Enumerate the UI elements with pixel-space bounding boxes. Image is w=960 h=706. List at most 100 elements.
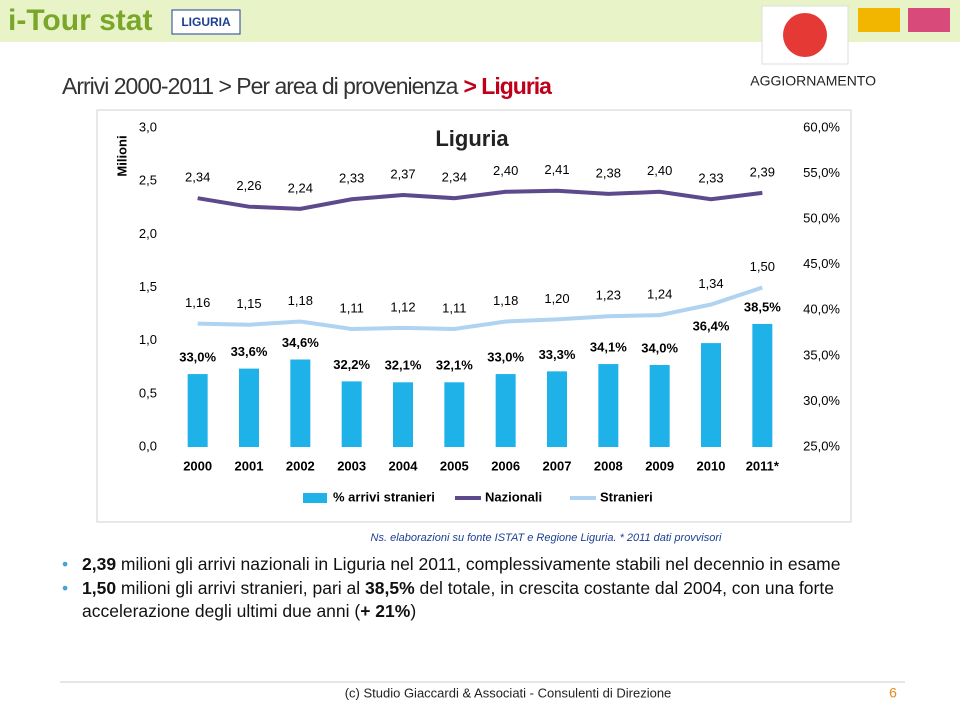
x-tick-label: 2004: [389, 458, 419, 473]
title-highlight: > Liguria: [463, 73, 552, 99]
y-tick-label: 3,0: [139, 119, 157, 134]
x-tick-label: 2006: [491, 458, 520, 473]
region-logo-box: [171, 9, 241, 35]
y2-tick-label: 40,0%: [803, 302, 840, 317]
bullet-text: ): [410, 601, 417, 621]
data-label: 1,18: [493, 293, 518, 308]
x-tick-label: 2001: [235, 458, 264, 473]
bar: [649, 364, 670, 447]
chart-frame: [96, 109, 852, 523]
y2-tick-label: 60,0%: [803, 119, 840, 134]
data-label: 1,20: [544, 291, 569, 306]
bar: [598, 364, 619, 447]
data-label: 34,6%: [282, 335, 319, 350]
data-label: 2,34: [185, 170, 210, 185]
y-tick-label: 1,0: [139, 332, 157, 347]
data-label: 1,24: [647, 287, 672, 302]
page-number: 6: [889, 685, 897, 701]
y2-tick-label: 55,0%: [803, 165, 840, 180]
bullet-text: milioni gli arrivi stranieri, pari al: [116, 577, 366, 598]
bullet-text: 1,50: [82, 577, 117, 598]
bar: [752, 323, 773, 447]
legend-label: Nazionali: [485, 489, 542, 504]
data-label: 2,24: [288, 180, 313, 195]
x-tick-label: 2010: [697, 458, 726, 473]
source-note: Ns. elaborazioni su fonte ISTAT e Region…: [371, 532, 723, 544]
logo: i-Tour stat: [8, 4, 152, 37]
bar: [341, 381, 362, 447]
data-label: 1,12: [390, 299, 415, 314]
bullet-text: milioni gli arrivi nazionali in Liguria …: [116, 554, 841, 574]
x-tick-label: 2002: [286, 458, 315, 473]
data-label: 33,3%: [539, 347, 576, 362]
data-label: 1,16: [185, 295, 210, 310]
legend-label: % arrivi stranieri: [333, 489, 435, 504]
data-label: 1,50: [750, 259, 775, 274]
icon: [908, 8, 950, 32]
data-label: 36,4%: [693, 319, 730, 334]
data-label: 38,5%: [744, 299, 781, 314]
chart-title: Liguria: [435, 126, 509, 151]
data-label: 32,1%: [385, 358, 422, 373]
data-label: 33,0%: [487, 350, 524, 365]
data-label: 2,40: [493, 163, 518, 178]
data-label: 1,18: [288, 293, 313, 308]
bar: [239, 368, 259, 447]
y-tick-label: 2,5: [139, 173, 157, 188]
slide-title: Arrivi 2000-2011 > Per area di provenien…: [62, 73, 552, 99]
data-label: 33,6%: [231, 344, 268, 359]
x-tick-label: 2000: [183, 458, 212, 473]
x-tick-label: 2008: [594, 458, 623, 473]
bullet-text: 2,39: [82, 554, 117, 574]
legend-swatch: [303, 493, 327, 503]
y-tick-label: 2,0: [139, 226, 157, 241]
bullet-text: del totale, in crescita costante dal 200…: [82, 577, 834, 622]
bullet: 1,50 milioni gli arrivi stranieri, pari …: [62, 577, 902, 624]
data-label: 2,26: [236, 178, 261, 193]
data-label: 34,1%: [590, 339, 627, 354]
bar: [187, 374, 208, 447]
bar: [547, 371, 567, 447]
bullet: 2,39 milioni gli arrivi nazionali in Lig…: [62, 553, 902, 577]
x-tick-label: 2003: [337, 458, 366, 473]
line: [197, 188, 763, 211]
y2-tick-label: 50,0%: [803, 211, 840, 226]
y2-tick-label: 45,0%: [803, 256, 840, 271]
y-axis-title: Milioni: [114, 135, 129, 176]
data-label: 32,1%: [436, 358, 473, 373]
region-logo: LIGURIA: [181, 15, 231, 29]
y-tick-label: 1,5: [139, 279, 157, 294]
data-label: 34,0%: [641, 340, 678, 355]
y2-tick-label: 35,0%: [803, 347, 840, 362]
data-label: 33,0%: [179, 350, 216, 365]
y2-tick-label: 25,0%: [803, 438, 840, 453]
x-tick-label: 2005: [440, 458, 469, 473]
data-label: 32,2%: [333, 357, 370, 372]
y2-tick-label: 30,0%: [803, 393, 840, 408]
bullet-text: + 21%: [360, 601, 411, 621]
x-tick-label: 2009: [645, 458, 674, 473]
badge: AGGIORNAMENTO: [750, 73, 876, 89]
bar: [701, 343, 721, 447]
icon: [858, 8, 900, 32]
data-label: 2,33: [698, 171, 723, 186]
icon: [783, 13, 827, 57]
data-label: 2,34: [442, 170, 467, 185]
x-tick-label: 2007: [543, 458, 572, 473]
data-label: 1,11: [442, 300, 466, 315]
bar: [393, 382, 413, 447]
data-label: 1,23: [596, 288, 621, 303]
bullet-text: 38,5%: [365, 577, 415, 598]
data-label: 1,34: [698, 276, 723, 291]
footer-credit: (c) Studio Giaccardi & Associati - Consu…: [345, 685, 672, 700]
title-path: Arrivi 2000-2011 > Per area di provenien…: [62, 73, 459, 99]
data-label: 2,41: [544, 162, 569, 177]
data-label: 2,39: [750, 164, 775, 179]
data-label: 2,40: [647, 163, 672, 178]
line: [197, 285, 763, 331]
bar: [495, 374, 516, 447]
bullet-list: 2,39 milioni gli arrivi nazionali in Lig…: [62, 553, 902, 624]
y-tick-label: 0,5: [139, 385, 157, 400]
